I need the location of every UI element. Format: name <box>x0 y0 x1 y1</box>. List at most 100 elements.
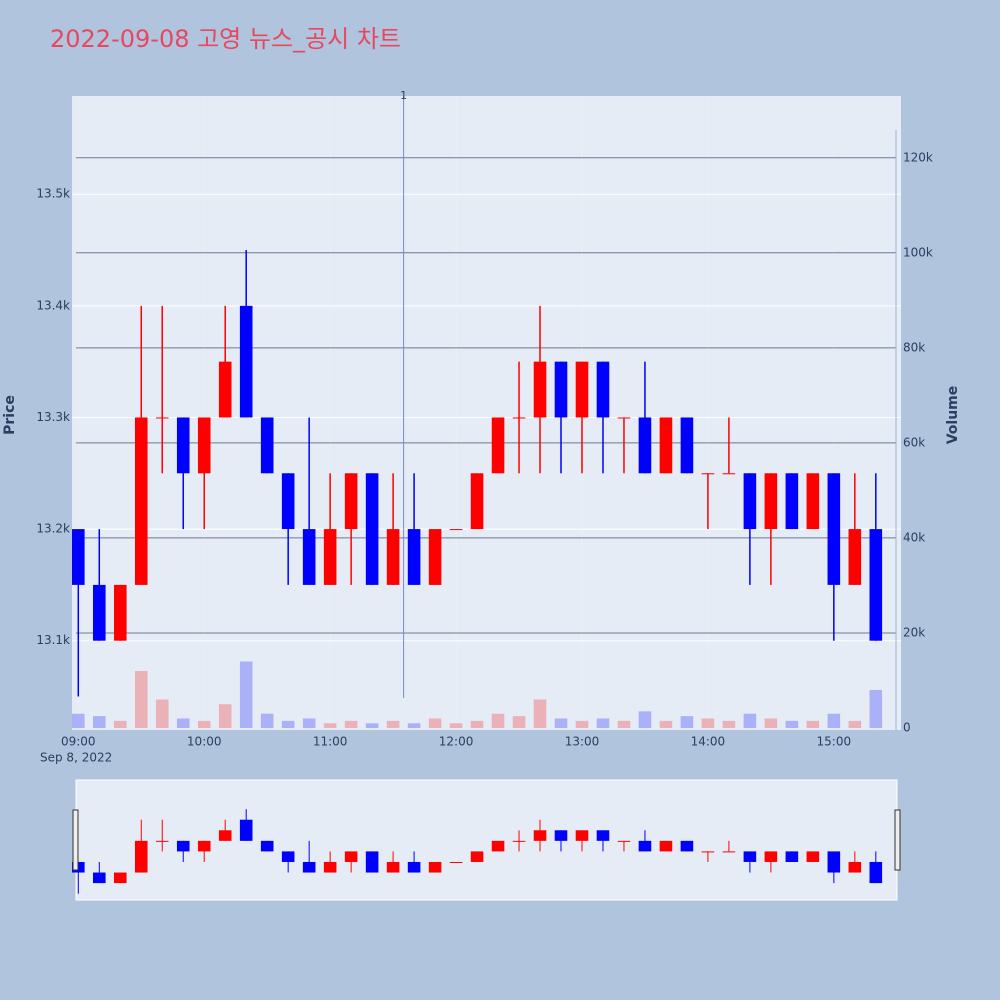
y2-tick-label: 20k <box>903 625 925 639</box>
volume-bar <box>533 699 547 728</box>
volume-bar <box>638 711 652 728</box>
volume-bar <box>701 718 715 728</box>
body <box>344 473 358 530</box>
body <box>239 305 253 418</box>
body <box>113 584 127 641</box>
volume-bar <box>92 716 106 728</box>
volume-bar <box>386 720 400 728</box>
body <box>491 417 505 474</box>
body <box>512 417 526 419</box>
y2-tick-label: 120k <box>903 150 933 164</box>
slider-body <box>344 851 358 862</box>
slider-body <box>218 830 232 841</box>
body <box>575 361 589 418</box>
y2-tick-label: 100k <box>903 245 933 259</box>
volume-bar <box>155 699 169 728</box>
body <box>470 473 484 530</box>
slider-body <box>512 840 526 842</box>
volume-bar <box>344 720 358 728</box>
x-tick-label: 11:00 <box>313 735 348 749</box>
body <box>806 473 820 530</box>
volume-bar <box>869 689 883 728</box>
date-label: Sep 8, 2022 <box>40 751 112 765</box>
volume-bar <box>722 720 736 728</box>
body <box>386 529 400 585</box>
x-tick-label: 12:00 <box>439 735 474 749</box>
body <box>281 473 295 530</box>
volume-bar <box>827 713 841 728</box>
x-tick-label: 10:00 <box>187 735 222 749</box>
volume-bar <box>785 720 799 728</box>
volume-bar <box>176 718 190 728</box>
body <box>701 473 715 475</box>
x-tick-label: 15:00 <box>817 735 852 749</box>
body <box>176 417 190 474</box>
slider-body <box>92 872 106 884</box>
slider-body <box>386 861 400 873</box>
y-axis-title: Price <box>2 395 18 435</box>
y-tick-label: 13.1k <box>36 633 70 647</box>
body <box>680 417 694 474</box>
y2-axis-title: Volume <box>945 386 961 445</box>
slider-body <box>239 819 253 841</box>
volume-bar <box>743 713 757 728</box>
body <box>407 529 421 585</box>
volume-bar <box>218 704 232 728</box>
slider-body <box>134 840 148 873</box>
plot-area <box>72 96 901 730</box>
slider-body <box>743 851 757 862</box>
slider-body <box>785 851 799 862</box>
slider-body <box>533 830 547 841</box>
slider-body <box>701 851 715 853</box>
body <box>134 417 148 585</box>
body <box>869 529 883 641</box>
body <box>722 473 736 475</box>
slider-body <box>764 851 778 862</box>
slider-body <box>806 851 820 862</box>
body <box>72 529 85 585</box>
y-tick-label: 13.3k <box>36 410 70 424</box>
range-slider[interactable] <box>75 779 898 901</box>
body <box>638 417 652 474</box>
body <box>428 529 442 585</box>
slider-body <box>470 851 484 862</box>
volume-bar <box>302 718 316 728</box>
volume-bar <box>428 718 442 728</box>
slider-body <box>722 851 736 853</box>
body <box>764 473 778 530</box>
slider-body <box>827 851 841 873</box>
body <box>155 417 169 419</box>
slider-body <box>449 861 463 863</box>
x-tick-label: 13:00 <box>565 735 600 749</box>
slider-body <box>176 840 190 852</box>
slider-handle <box>72 809 79 871</box>
annotation-text: 1 <box>400 89 407 102</box>
slider-body <box>281 851 295 862</box>
slider-body <box>113 872 127 884</box>
slider-handle <box>894 809 901 871</box>
y-tick-label: 13.2k <box>36 522 70 536</box>
slider-body <box>155 840 169 842</box>
volume-bar <box>764 718 778 728</box>
slider-body <box>680 840 694 852</box>
volume-bar <box>848 720 862 728</box>
y2-tick-label: 0 <box>903 721 911 735</box>
slider-body <box>596 830 610 841</box>
body <box>92 584 106 641</box>
slider-body <box>638 840 652 852</box>
volume-bar <box>260 713 274 728</box>
x-tick-label: 09:00 <box>61 735 96 749</box>
body <box>302 529 316 585</box>
y-tick-label: 13.5k <box>36 187 70 201</box>
body <box>260 417 274 474</box>
body <box>596 361 610 418</box>
volume-bar <box>491 713 505 728</box>
slider-body <box>428 861 442 873</box>
slider-body <box>365 851 379 873</box>
body <box>785 473 799 530</box>
body <box>533 361 547 418</box>
volume-bar <box>72 713 85 728</box>
body <box>323 529 337 585</box>
volume-bar <box>449 723 463 728</box>
